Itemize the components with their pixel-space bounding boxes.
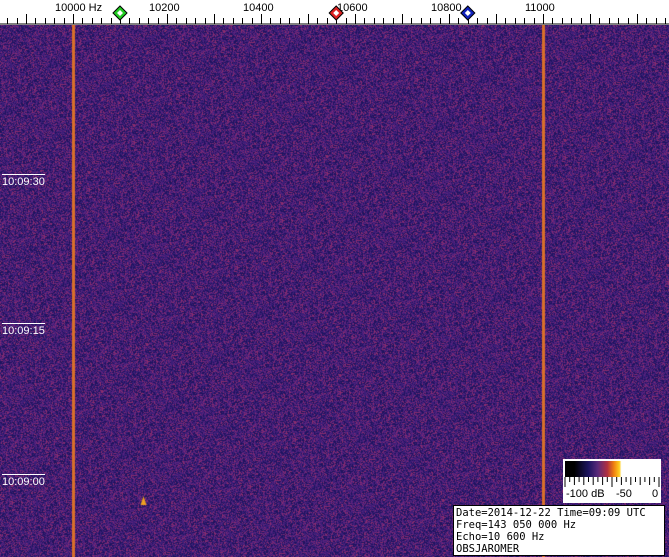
- axis-tick-label: 10400: [243, 2, 274, 14]
- waterfall-overlay: 10:09:30 10:09:15 10:09:00: [0, 25, 669, 557]
- info-box: Date=2014-12-22 Time=09:09 UTC Freq=143 0…: [453, 505, 665, 556]
- scale-label-min: -100 dB: [566, 488, 605, 500]
- time-label: 10:09:15: [2, 323, 45, 337]
- frequency-marker-center: [117, 10, 123, 16]
- waterfall-heatmap: [0, 25, 669, 557]
- axis-tick-label: 11000: [525, 2, 555, 14]
- info-frequency: Freq=143 050 000 Hz: [456, 519, 577, 531]
- axis-tick-label: 10200: [149, 2, 180, 14]
- time-label: 10:09:30: [2, 174, 45, 188]
- time-label: 10:09:00: [2, 474, 45, 488]
- info-echo: Echo=10 600 Hz: [456, 531, 545, 543]
- frequency-axis: 10000 Hz 10200 10400 10600 10800 11000: [0, 0, 669, 25]
- scale-label-mid: -50: [616, 488, 632, 500]
- axis-tick-label: 10800: [431, 2, 462, 14]
- info-date-time: Date=2014-12-22 Time=09:09 UTC: [456, 507, 646, 519]
- frequency-marker-center: [333, 10, 340, 16]
- axis-tick-label: 10600: [337, 2, 368, 14]
- info-observer: OBSJAROMER: [456, 543, 520, 555]
- scale-label-max: 0: [652, 488, 659, 500]
- color-scale-ticks: [564, 477, 660, 487]
- frequency-axis-svg: 10000 Hz 10200 10400 10600 10800 11000: [0, 2, 669, 25]
- color-scale-gradient: [565, 461, 659, 477]
- frequency-marker-center: [464, 10, 471, 16]
- axis-tick-label: 10000 Hz: [55, 2, 102, 14]
- color-scale: -100 dB -50 0: [563, 459, 661, 503]
